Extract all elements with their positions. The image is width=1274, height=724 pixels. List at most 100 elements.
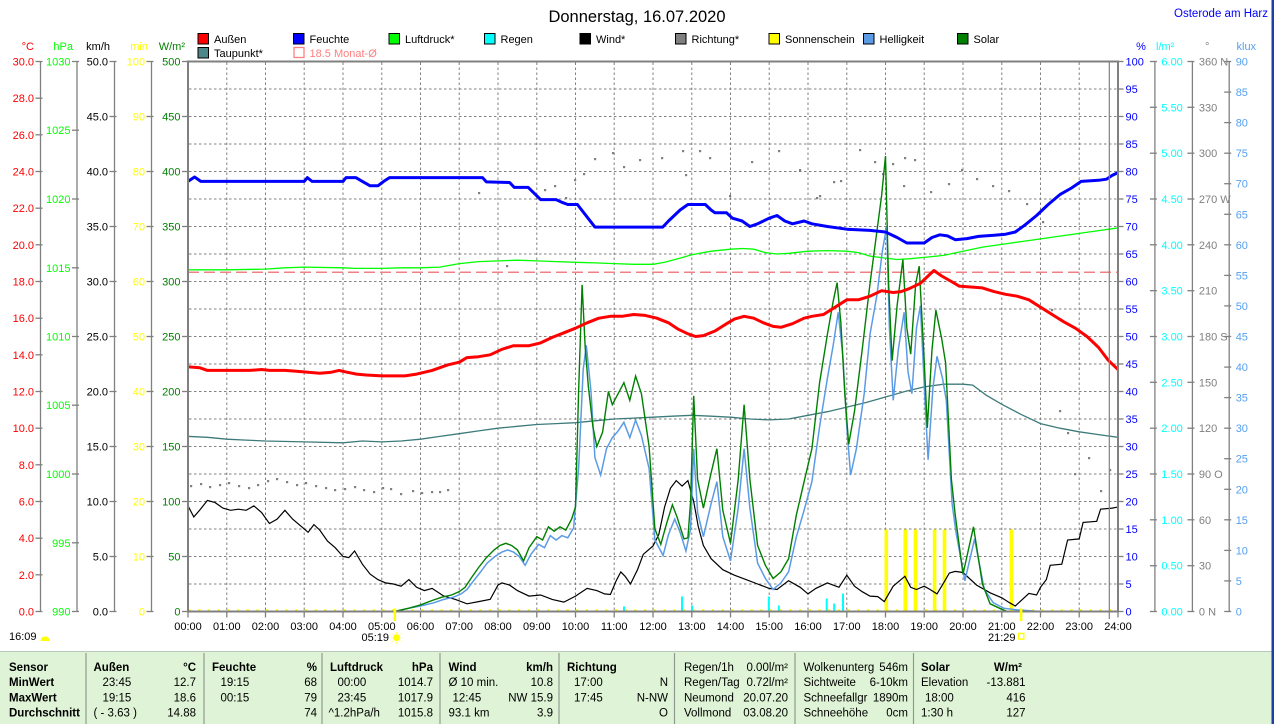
svg-text:°C: °C	[22, 41, 34, 53]
svg-text:16.0: 16.0	[13, 313, 34, 325]
svg-text:100: 100	[127, 57, 145, 69]
svg-text:11:00: 11:00	[601, 621, 628, 633]
svg-text:Feuchte: Feuchte	[310, 34, 350, 46]
svg-text:0.0: 0.0	[19, 607, 34, 619]
svg-text:0: 0	[1126, 607, 1132, 619]
svg-text:18:00: 18:00	[925, 692, 954, 704]
svg-text:20: 20	[1126, 497, 1138, 509]
svg-text:23:45: 23:45	[338, 692, 367, 704]
svg-text:350: 350	[162, 222, 180, 234]
svg-text:80: 80	[133, 167, 145, 179]
svg-text:07:00: 07:00	[445, 621, 473, 633]
svg-text:40: 40	[1126, 387, 1138, 399]
svg-text:-13.881: -13.881	[986, 677, 1025, 689]
svg-text:5: 5	[1236, 576, 1242, 588]
svg-text:35: 35	[1126, 414, 1138, 426]
svg-text:Ø 10 min.: Ø 10 min.	[449, 677, 499, 689]
svg-text:35.0: 35.0	[87, 222, 108, 234]
svg-text:2.0: 2.0	[19, 570, 34, 582]
svg-text:00:00: 00:00	[338, 677, 367, 689]
svg-text:40.0: 40.0	[87, 167, 108, 179]
svg-text:6.0: 6.0	[19, 497, 34, 509]
svg-text:0: 0	[1236, 607, 1242, 619]
svg-text:Luftdruck: Luftdruck	[330, 662, 384, 674]
svg-text:N: N	[660, 677, 668, 689]
svg-text:( - 3.63 ): ( - 3.63 )	[94, 708, 138, 720]
svg-text:15: 15	[1236, 515, 1248, 527]
svg-text:20.0: 20.0	[87, 387, 108, 399]
svg-text:00:15: 00:15	[221, 692, 250, 704]
svg-text:90: 90	[1236, 57, 1248, 69]
svg-text:03:00: 03:00	[290, 621, 318, 633]
svg-text:75: 75	[1236, 148, 1248, 160]
svg-text:60: 60	[133, 277, 145, 289]
svg-text:20: 20	[133, 497, 145, 509]
svg-text:NW 15.9: NW 15.9	[508, 692, 553, 704]
svg-text:min: min	[130, 41, 148, 53]
svg-text:km/h: km/h	[526, 662, 553, 674]
svg-text:45: 45	[1236, 332, 1248, 344]
svg-text:21:00: 21:00	[988, 621, 1016, 633]
svg-text:250: 250	[162, 332, 180, 344]
svg-text:17:00: 17:00	[833, 621, 861, 633]
svg-text:10.8: 10.8	[531, 677, 553, 689]
svg-text:10.0: 10.0	[13, 423, 34, 435]
svg-text:Vollmond: Vollmond	[684, 708, 731, 720]
svg-text:Durchschnitt: Durchschnitt	[9, 708, 80, 720]
svg-text:Osterode am Harz: Osterode am Harz	[1174, 8, 1268, 20]
svg-text:60: 60	[1199, 515, 1211, 527]
svg-text:08:00: 08:00	[484, 621, 512, 633]
svg-text:90: 90	[133, 112, 145, 124]
svg-text:Donnerstag, 16.07.2020: Donnerstag, 16.07.2020	[548, 8, 725, 26]
svg-text:30: 30	[1126, 442, 1138, 454]
svg-text:10.0: 10.0	[87, 497, 108, 509]
svg-text:25.0: 25.0	[87, 332, 108, 344]
svg-text:28.0: 28.0	[13, 93, 34, 105]
svg-text:W/m²: W/m²	[994, 662, 1022, 674]
svg-text:50: 50	[133, 332, 145, 344]
svg-text:450: 450	[162, 112, 180, 124]
svg-text:990: 990	[52, 607, 70, 619]
svg-text:Schneefallgr: Schneefallgr	[804, 692, 868, 704]
svg-text:1005: 1005	[46, 400, 70, 412]
svg-text:14.0: 14.0	[13, 350, 34, 362]
svg-text:93.1 km: 93.1 km	[449, 708, 490, 720]
svg-text:12:45: 12:45	[453, 692, 482, 704]
svg-text:50: 50	[1236, 301, 1248, 313]
svg-text:12:00: 12:00	[639, 621, 667, 633]
svg-text:10: 10	[1126, 552, 1138, 564]
svg-text:65: 65	[1126, 249, 1138, 261]
svg-text:Außen: Außen	[214, 34, 246, 46]
svg-text:Solar: Solar	[974, 34, 1000, 46]
svg-text:79: 79	[304, 692, 317, 704]
svg-text:25: 25	[1126, 469, 1138, 481]
svg-text:150: 150	[1199, 377, 1217, 389]
svg-text:Wind*: Wind*	[596, 34, 626, 46]
svg-text:50.0: 50.0	[87, 57, 108, 69]
svg-text:60: 60	[1236, 240, 1248, 252]
svg-text:127: 127	[1006, 708, 1025, 720]
svg-text:Richtung: Richtung	[567, 662, 617, 674]
svg-text:Regen/1h: Regen/1h	[684, 662, 734, 674]
svg-text:hPa: hPa	[412, 662, 434, 674]
svg-text:6.00: 6.00	[1161, 57, 1182, 69]
svg-text:20.0: 20.0	[13, 240, 34, 252]
svg-text:270 W: 270 W	[1199, 194, 1231, 206]
svg-text:22:00: 22:00	[1027, 621, 1055, 633]
svg-text:1000: 1000	[46, 469, 70, 481]
svg-text:Schneehöhe: Schneehöhe	[804, 708, 869, 720]
svg-text:4.00: 4.00	[1161, 240, 1182, 252]
svg-text:0.50: 0.50	[1161, 561, 1182, 573]
svg-text:50: 50	[168, 552, 180, 564]
svg-text:150: 150	[162, 442, 180, 454]
svg-text:5.50: 5.50	[1161, 102, 1182, 114]
svg-text:500: 500	[162, 57, 180, 69]
svg-text:30.0: 30.0	[87, 277, 108, 289]
svg-text:19:00: 19:00	[910, 621, 938, 633]
svg-text:30.0: 30.0	[13, 57, 34, 69]
svg-text:55: 55	[1126, 304, 1138, 316]
svg-text:10: 10	[133, 552, 145, 564]
svg-text:%: %	[1136, 41, 1146, 53]
svg-text:05:19: 05:19	[362, 632, 390, 644]
svg-text:Sensor: Sensor	[9, 662, 49, 674]
